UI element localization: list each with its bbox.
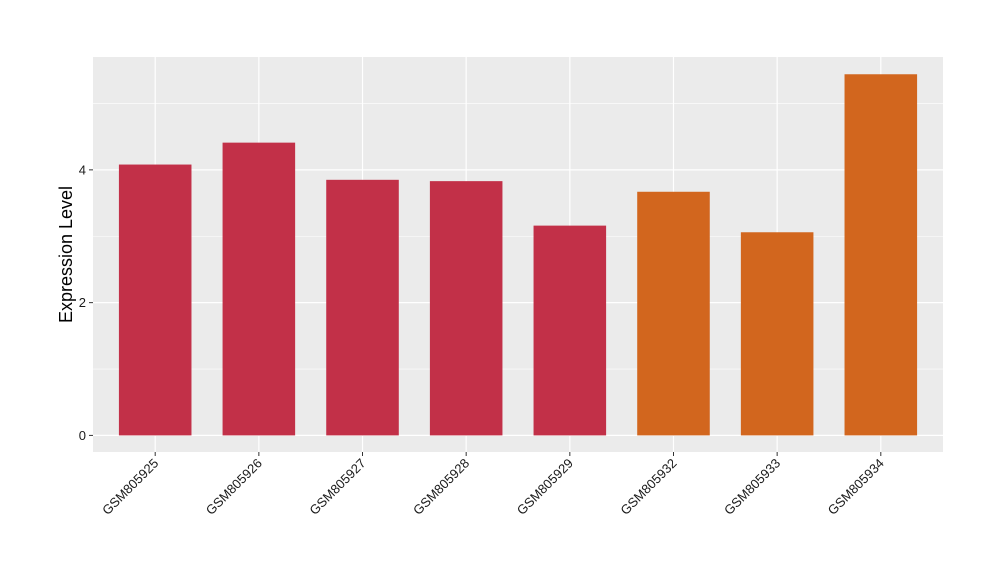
bar-GSM805927 <box>326 179 399 436</box>
bar-GSM805926 <box>222 142 296 436</box>
bar-GSM805933 <box>740 232 814 436</box>
x-tick-label: GSM805927 <box>306 456 368 518</box>
bar-GSM805925 <box>118 164 192 436</box>
y-axis-title: Expression Level <box>56 186 76 323</box>
y-tick-label: 4 <box>79 162 86 177</box>
x-tick-label: GSM805928 <box>410 456 472 518</box>
bar-GSM805928 <box>429 181 503 436</box>
bars <box>118 74 918 436</box>
x-axis: GSM805925 GSM805926 GSM805927 GSM805928 GSM8… <box>99 452 887 518</box>
x-tick-label: GSM805926 <box>203 456 265 518</box>
y-tick-label: 0 <box>79 428 86 443</box>
x-tick-label: GSM805925 <box>99 456 161 518</box>
x-tick-label: GSM805929 <box>514 456 576 518</box>
bar-GSM805932 <box>637 191 710 436</box>
x-tick-label: GSM805932 <box>617 456 679 518</box>
bar-GSM805934 <box>844 74 918 436</box>
bar-GSM805929 <box>533 225 607 436</box>
y-axis: 0 2 4 <box>79 162 93 443</box>
plot-panel <box>93 57 943 452</box>
y-tick-label: 2 <box>79 295 86 310</box>
x-tick-label: GSM805933 <box>721 456 783 518</box>
x-tick-label: GSM805934 <box>825 456 887 518</box>
